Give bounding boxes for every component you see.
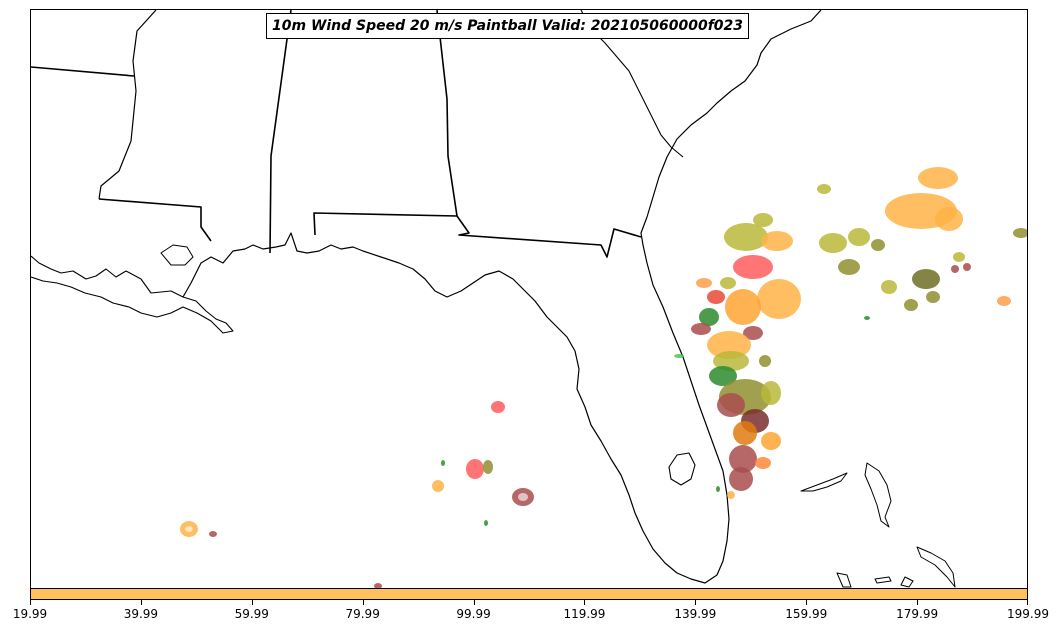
paintball-contour xyxy=(951,265,959,273)
map-panel xyxy=(30,9,1028,600)
paintball-contour xyxy=(707,331,751,359)
paintball-contour xyxy=(518,493,528,501)
lake-okeechobee xyxy=(668,452,696,486)
paintball-contour xyxy=(1013,228,1027,238)
paintball-contour xyxy=(881,280,897,294)
island xyxy=(800,472,848,492)
state-boundary-line xyxy=(313,10,458,236)
colorbar xyxy=(30,588,1028,600)
colorbar-tick-mark xyxy=(806,600,808,605)
colorbar-tick-mark xyxy=(584,600,586,605)
map-title: 10m Wind Speed 20 m/s Paintball Valid: 2… xyxy=(266,13,750,39)
island xyxy=(900,576,914,588)
paintball-contour xyxy=(725,289,761,325)
paintball-contour xyxy=(761,231,793,251)
paintball-contour xyxy=(432,480,444,492)
paintball-contour xyxy=(733,255,773,279)
paintball-contour xyxy=(912,269,940,289)
paintball-contour xyxy=(707,290,725,304)
paintball-contour xyxy=(729,445,757,473)
paintball-contour xyxy=(185,526,193,532)
state-boundary-line xyxy=(31,66,135,77)
paintball-contour xyxy=(755,457,771,469)
colorbar-tick-mark xyxy=(695,600,697,605)
paintball-contour xyxy=(699,308,719,326)
paintball-contour xyxy=(674,354,684,358)
paintball-contour xyxy=(724,223,768,251)
paintball-contour xyxy=(491,401,505,413)
paintball-contour xyxy=(904,299,918,311)
paintball-contour xyxy=(720,277,736,289)
paintball-contour xyxy=(709,366,737,386)
island xyxy=(864,462,892,528)
colorbar-tick-label: 59.99 xyxy=(234,607,269,621)
paintball-contour xyxy=(871,239,885,251)
paintball-contour xyxy=(733,421,757,445)
paintball-contour xyxy=(848,228,870,246)
paintball-contour xyxy=(753,213,773,227)
colorbar-tick-mark xyxy=(30,600,31,605)
colorbar-tick-mark xyxy=(140,600,142,605)
colorbar-tick-label: 159.99 xyxy=(785,607,828,621)
paintball-contour xyxy=(817,184,831,194)
paintball-contour xyxy=(918,167,958,189)
paintball-contour xyxy=(819,233,847,253)
colorbar-tick-label: 199.99 xyxy=(1007,607,1049,621)
island xyxy=(836,572,852,588)
coastline xyxy=(98,10,157,200)
paintball-contour xyxy=(761,381,781,405)
coastline xyxy=(182,10,822,584)
lake xyxy=(160,244,194,266)
paintball-contour xyxy=(713,351,749,371)
paintball-contour xyxy=(926,291,940,303)
state-boundary-line xyxy=(269,10,292,254)
colorbar-tick-mark xyxy=(251,600,253,605)
colorbar-tick-label: 19.99 xyxy=(12,607,48,621)
paintball-contour xyxy=(484,520,488,526)
island xyxy=(874,576,892,584)
colorbar-tick-label: 99.99 xyxy=(456,607,491,621)
paintball-contour xyxy=(935,207,963,231)
colorbar-tick-label: 119.99 xyxy=(563,607,606,621)
colorbar-tick-mark xyxy=(1027,600,1028,605)
paintball-contour xyxy=(743,326,763,340)
paintball-contour xyxy=(717,393,745,417)
paintball-contour xyxy=(757,279,801,319)
paintball-contour xyxy=(997,296,1011,306)
state-boundary-line xyxy=(98,198,212,242)
paintball-contour xyxy=(716,486,720,492)
paintball-contour xyxy=(209,531,217,537)
colorbar-tick-label: 179.99 xyxy=(896,607,939,621)
paintball-contour xyxy=(963,263,971,271)
paintball-contour xyxy=(727,491,735,499)
colorbar-tick-mark xyxy=(362,600,364,605)
paintball-contour xyxy=(761,432,781,450)
colorbar-tick-mark xyxy=(473,600,475,605)
paintball-contour xyxy=(729,467,753,491)
paintball-contour xyxy=(466,459,484,479)
colorbar-tick-label: 39.99 xyxy=(123,607,159,621)
colorbar-tick-mark xyxy=(917,600,919,605)
paintball-contour xyxy=(374,583,382,589)
paintball-contour xyxy=(696,278,712,288)
paintball-contour xyxy=(483,460,493,474)
island xyxy=(916,546,956,588)
paintball-contour xyxy=(864,316,870,320)
paintball-contour xyxy=(759,355,771,367)
map-canvas xyxy=(31,10,1027,589)
colorbar-tick-label: 139.99 xyxy=(674,607,717,621)
state-boundary-line xyxy=(456,215,642,258)
coastline xyxy=(31,255,234,334)
paintball-contour xyxy=(838,259,860,275)
colorbar-tick-label: 79.99 xyxy=(345,607,380,621)
paintball-contour xyxy=(441,460,445,466)
paintball-contour xyxy=(691,323,711,335)
paintball-contour xyxy=(953,252,965,262)
